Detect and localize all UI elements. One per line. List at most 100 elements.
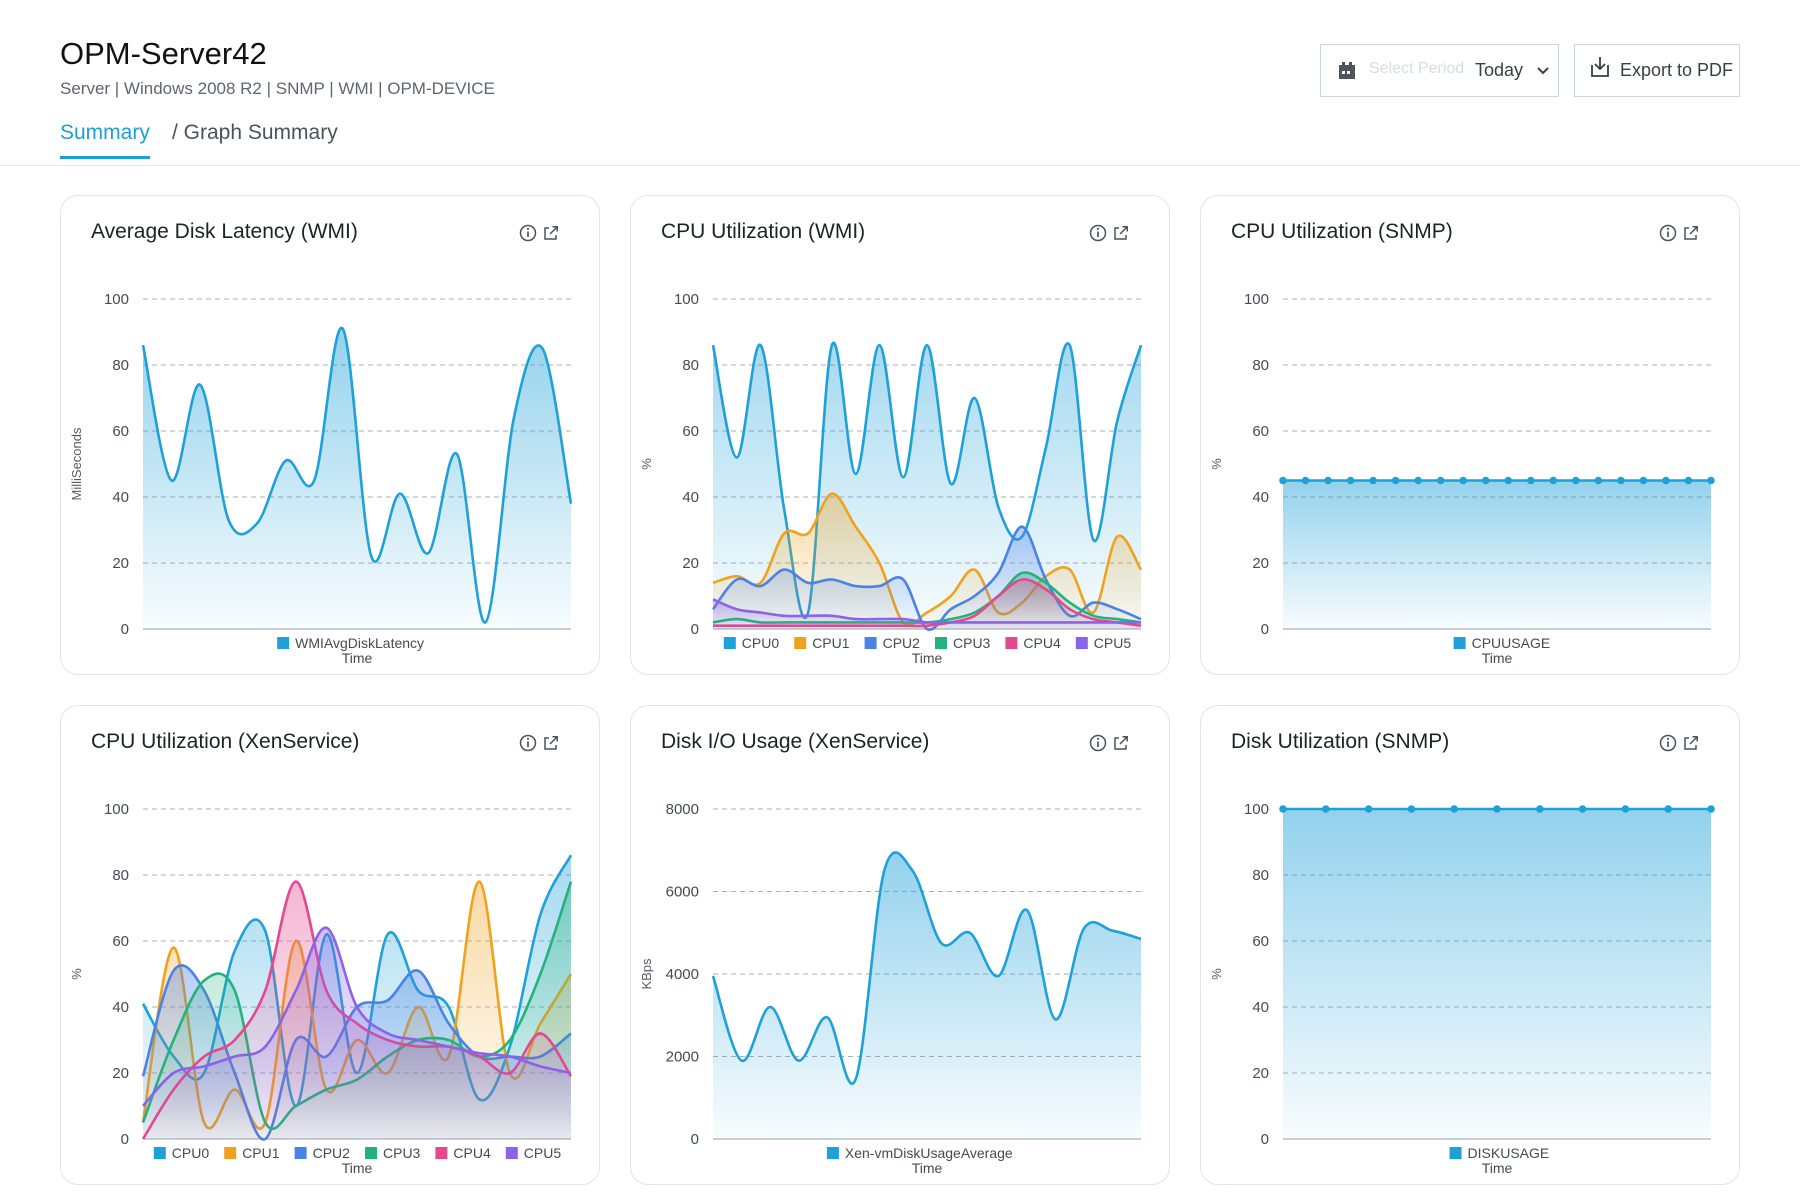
info-icon[interactable]	[519, 224, 537, 242]
legend-item[interactable]: CPU3	[935, 635, 991, 651]
data-point[interactable]	[1279, 805, 1287, 813]
data-point[interactable]	[1493, 805, 1501, 813]
legend-swatch	[277, 637, 290, 649]
data-point[interactable]	[1664, 805, 1672, 813]
legend-item[interactable]: CPU4	[435, 1145, 491, 1161]
data-point[interactable]	[1324, 476, 1332, 485]
data-point[interactable]	[1621, 805, 1630, 813]
data-point[interactable]	[1504, 476, 1513, 485]
legend-item[interactable]: DISKUSAGE	[1449, 1145, 1550, 1161]
card-actions	[1659, 734, 1698, 752]
data-point[interactable]	[1279, 476, 1287, 485]
legend-item[interactable]: CPU0	[723, 635, 780, 651]
period-selector[interactable]: Select Period Today	[1320, 44, 1559, 97]
data-point[interactable]	[1391, 476, 1400, 485]
y-tick-label: 40	[112, 489, 129, 506]
series-line-WMIAvgDiskLatency[interactable]	[141, 326, 573, 624]
y-tick-label: 80	[1252, 867, 1269, 884]
data-point[interactable]	[1346, 476, 1355, 485]
legend-item[interactable]: WMIAvgDiskLatency	[277, 635, 424, 651]
series-line-CPU5[interactable]	[712, 598, 1141, 624]
legend-item[interactable]: CPU5	[505, 1145, 562, 1161]
y-tick-label: 0	[1261, 621, 1269, 638]
data-point[interactable]	[1407, 805, 1416, 813]
card-title: CPU Utilization (WMI)	[661, 220, 866, 243]
open-external-icon[interactable]	[1114, 226, 1128, 240]
data-point[interactable]	[1617, 476, 1625, 485]
legend-item[interactable]: CPU3	[365, 1145, 421, 1161]
tab-graph-summary[interactable]: / Graph Summary	[172, 121, 338, 144]
export-pdf-button[interactable]: Export to PDF	[1574, 44, 1740, 97]
legend-label: CPU2	[313, 1145, 351, 1161]
legend-swatch	[224, 1147, 237, 1159]
info-icon[interactable]	[1089, 734, 1107, 752]
legend-item[interactable]: CPU1	[794, 635, 850, 651]
y-axis-label: MilliSeconds	[69, 427, 84, 500]
info-icon[interactable]	[1659, 734, 1677, 752]
y-tick-label: 0	[1261, 1131, 1269, 1148]
data-point[interactable]	[1369, 476, 1377, 485]
open-external-icon[interactable]	[544, 736, 558, 750]
data-point[interactable]	[1594, 476, 1603, 485]
open-external-icon[interactable]	[544, 226, 558, 240]
data-point[interactable]	[1578, 805, 1587, 813]
legend-label: CPU3	[383, 1145, 421, 1161]
device-subtitle: Server | Windows 2008 R2 | SNMP | WMI | …	[60, 79, 495, 98]
y-tick-label: 0	[121, 621, 129, 638]
data-point[interactable]	[1684, 476, 1693, 485]
series-line-CPU5[interactable]	[142, 926, 572, 1107]
data-point[interactable]	[1707, 476, 1715, 485]
series-line-CPU1[interactable]	[712, 492, 1143, 627]
legend-label: CPU5	[524, 1145, 562, 1161]
legend-item[interactable]: CPU0	[153, 1145, 210, 1161]
card-title: Disk Utilization (SNMP)	[1231, 730, 1450, 753]
y-tick-label: 20	[1252, 555, 1269, 572]
legend-label: CPU1	[242, 1145, 280, 1161]
legend-item[interactable]: CPUUSAGE	[1453, 635, 1551, 651]
y-tick-label: 0	[121, 1131, 129, 1148]
data-point[interactable]	[1662, 476, 1670, 485]
legend-swatch	[935, 637, 947, 649]
legend-item[interactable]: CPU2	[294, 1145, 351, 1161]
open-external-icon[interactable]	[1684, 736, 1698, 750]
legend-item[interactable]: Xen-vmDiskUsageAverage	[826, 1145, 1013, 1161]
chart-card-disk-util-snmp: Disk Utilization (SNMP) 0 20 40 60 80 100% DIS…	[1200, 705, 1740, 1185]
chart-cpu-wmi: 0 20 40 60 80 100% CPU0 CPU1 CPU2 CPU3 CPU4 CPU5 Tim…	[639, 291, 1143, 666]
card-actions	[1089, 734, 1128, 752]
data-point[interactable]	[1707, 805, 1715, 813]
y-tick-label: 80	[112, 867, 129, 884]
data-point[interactable]	[1481, 476, 1490, 485]
tab-summary[interactable]: Summary	[60, 121, 150, 159]
data-point[interactable]	[1414, 476, 1422, 485]
data-point[interactable]	[1639, 476, 1648, 485]
legend-item[interactable]: CPU4	[1005, 635, 1061, 651]
open-external-icon[interactable]	[1114, 736, 1128, 750]
open-external-icon[interactable]	[1684, 226, 1698, 240]
legend-swatch	[864, 637, 877, 649]
data-point[interactable]	[1450, 805, 1458, 813]
chart-card-cpu-xen: CPU Utilization (XenService) 0 20 40 60 80 10…	[60, 705, 600, 1185]
data-point[interactable]	[1436, 476, 1445, 485]
data-point[interactable]	[1526, 476, 1535, 485]
info-icon[interactable]	[1089, 224, 1107, 242]
legend-item[interactable]: CPU2	[864, 635, 921, 651]
info-icon[interactable]	[519, 734, 537, 752]
card-title: CPU Utilization (SNMP)	[1231, 220, 1453, 243]
series-area-WMIAvgDiskLatency	[143, 327, 571, 629]
series-line-CPU0[interactable]	[711, 341, 1143, 620]
series-line-Xen-vmDiskUsageAverage[interactable]	[711, 851, 1142, 1085]
y-tick-label: 20	[112, 1065, 129, 1082]
data-point[interactable]	[1536, 805, 1544, 813]
data-point[interactable]	[1459, 476, 1468, 485]
x-axis-label: Time	[342, 650, 373, 666]
legend-item[interactable]: CPU5	[1075, 635, 1132, 651]
data-point[interactable]	[1322, 805, 1330, 813]
data-point[interactable]	[1301, 476, 1310, 485]
data-point[interactable]	[1364, 805, 1373, 813]
data-point[interactable]	[1572, 476, 1580, 485]
y-tick-label: 100	[1244, 801, 1269, 818]
chart-card-cpu-snmp: CPU Utilization (SNMP) 0 20 40 60 80 100% CPUU…	[1200, 195, 1740, 675]
legend-item[interactable]: CPU1	[224, 1145, 280, 1161]
data-point[interactable]	[1549, 476, 1558, 485]
info-icon[interactable]	[1659, 224, 1677, 242]
